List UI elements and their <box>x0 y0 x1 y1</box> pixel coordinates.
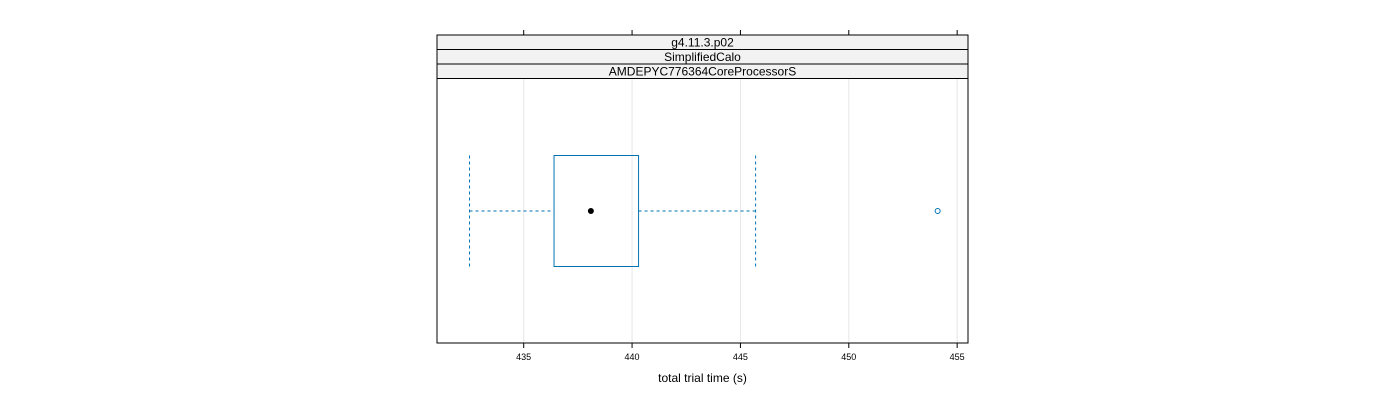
iqr-box <box>553 155 640 267</box>
x-tick-label: 455 <box>950 352 965 362</box>
x-tick-label: 440 <box>625 352 640 362</box>
strip-label: g4.11.3.p02 <box>671 36 734 50</box>
x-tick-label: 445 <box>733 352 748 362</box>
x-axis-title: total trial time (s) <box>658 371 747 385</box>
strip-headers: g4.11.3.p02SimplifiedCaloAMDEPYC776364Co… <box>436 34 969 79</box>
strip-label: AMDEPYC776364CoreProcessorS <box>609 65 796 79</box>
x-axis: 435 440 445 450 455 <box>516 30 965 362</box>
strip-label: SimplifiedCalo <box>664 50 741 64</box>
median-dot <box>587 208 594 214</box>
outlier-point <box>934 208 941 214</box>
panel-frame <box>436 34 969 344</box>
boxplot-marks <box>469 155 941 267</box>
x-tick-label: 450 <box>841 352 856 362</box>
x-tick-label: 435 <box>516 352 531 362</box>
gridlines <box>523 78 958 343</box>
